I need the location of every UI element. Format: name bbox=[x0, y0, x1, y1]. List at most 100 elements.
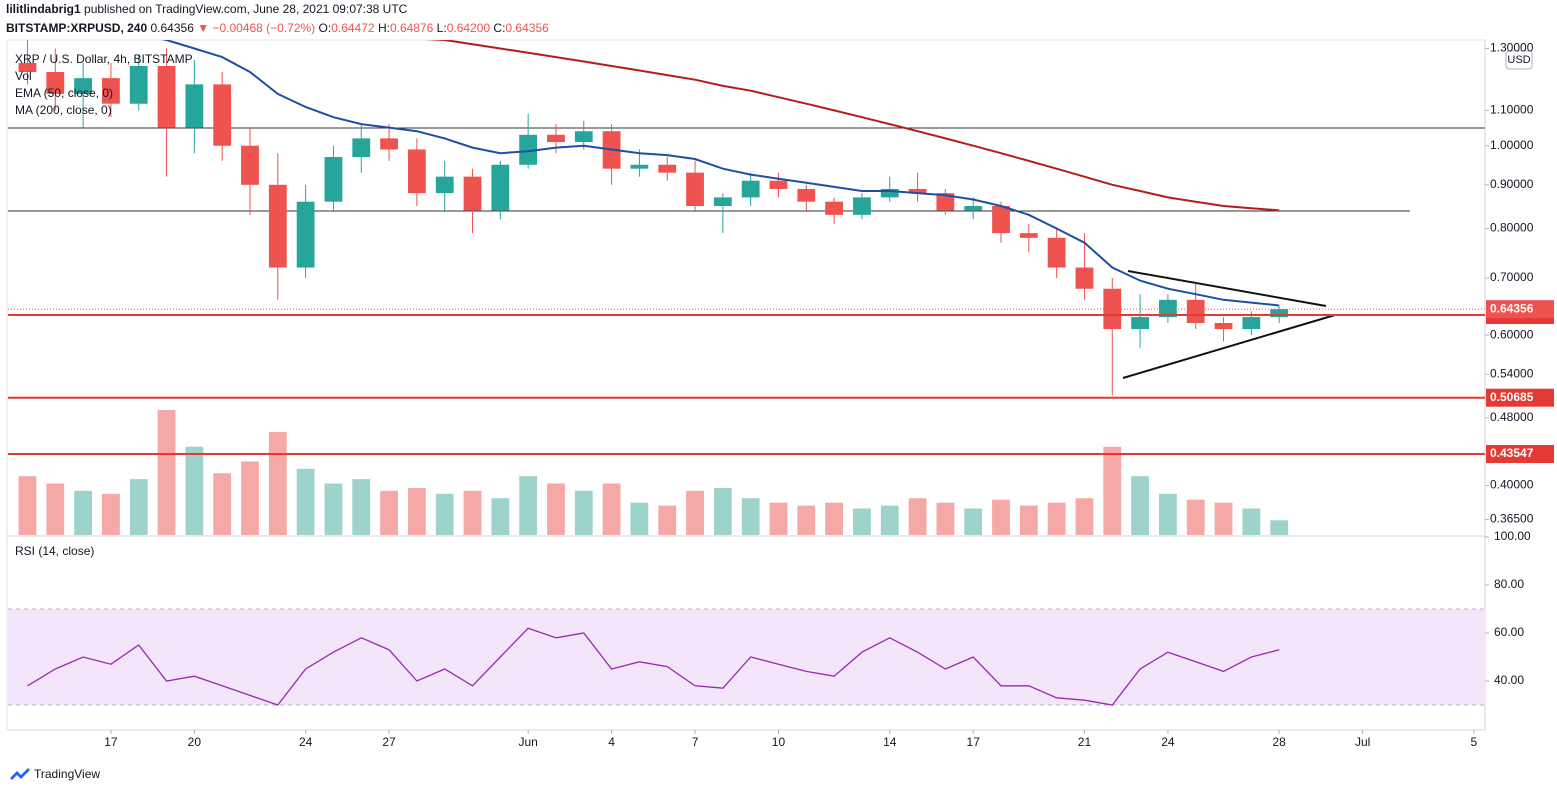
header-line: lilitlindabrig1 published on TradingView… bbox=[6, 2, 407, 16]
y-tick-label: 0.90000 bbox=[1490, 177, 1534, 191]
volume-bar bbox=[213, 473, 232, 535]
x-tick-label: 24 bbox=[1161, 735, 1175, 749]
level-label: 0.43547 bbox=[1490, 446, 1534, 460]
volume-bar bbox=[1131, 476, 1149, 535]
volume-bar bbox=[1047, 502, 1066, 535]
candle-body bbox=[741, 180, 760, 198]
level-box bbox=[1486, 388, 1554, 407]
y-tick-label: 0.48000 bbox=[1490, 410, 1534, 424]
x-tick-label: 7 bbox=[692, 735, 699, 749]
candle-body bbox=[296, 201, 315, 268]
change: ▼ −0.00468 (−0.72%) bbox=[197, 21, 316, 35]
candle-body bbox=[102, 78, 120, 104]
level-label: 0.63348 bbox=[1490, 307, 1534, 321]
triangle-upper-line bbox=[1127, 270, 1327, 307]
candle-body bbox=[1242, 317, 1261, 330]
candle-body bbox=[992, 206, 1010, 234]
level-box bbox=[1486, 306, 1554, 325]
volume-bar bbox=[268, 432, 287, 535]
candle-body bbox=[1075, 267, 1094, 289]
last-price-box bbox=[1486, 300, 1554, 319]
rsi-y-tick-label: 100.00 bbox=[1494, 529, 1531, 543]
volume-bar bbox=[74, 490, 93, 535]
y-tick-label: 0.36500 bbox=[1490, 512, 1534, 526]
footer-brand: TradingView bbox=[34, 767, 100, 781]
volume-bar bbox=[1214, 502, 1233, 535]
candle-body bbox=[825, 201, 844, 215]
volume-bar bbox=[547, 483, 565, 535]
volume-bar bbox=[46, 483, 65, 535]
legend-entry: XRP / U.S. Dollar, 4h, BITSTAMP bbox=[15, 52, 193, 66]
candle-body bbox=[324, 157, 343, 202]
volume-bar bbox=[463, 490, 482, 535]
candle-body bbox=[463, 176, 482, 211]
rsi-pane bbox=[8, 608, 1485, 706]
candle-body bbox=[352, 138, 371, 158]
level-label: 0.50685 bbox=[1490, 390, 1534, 404]
volume-bar bbox=[1159, 493, 1177, 535]
candle-body bbox=[18, 63, 37, 73]
candle-body bbox=[1047, 237, 1066, 268]
candle-body bbox=[936, 193, 955, 211]
y-tick-label: 0.40000 bbox=[1490, 478, 1534, 492]
volume-bar bbox=[324, 483, 343, 535]
candle-body bbox=[1103, 288, 1122, 330]
x-tick-label: 27 bbox=[382, 735, 396, 749]
rsi-y-tick-label: 80.00 bbox=[1494, 577, 1524, 591]
volume-bar bbox=[797, 505, 816, 535]
volume-bar bbox=[296, 468, 315, 535]
volume-bar bbox=[992, 499, 1010, 535]
volume-bar bbox=[18, 476, 37, 535]
candle-body bbox=[1159, 299, 1177, 318]
candle-body bbox=[602, 131, 621, 169]
volume-bar bbox=[602, 483, 621, 535]
volume-bar bbox=[769, 502, 788, 535]
volume-bar bbox=[853, 508, 871, 535]
y-tick-label: 1.10000 bbox=[1490, 103, 1534, 117]
legend-entry: MA (200, close, 0) bbox=[15, 103, 112, 117]
candle-body bbox=[213, 84, 232, 146]
candle-body bbox=[241, 145, 259, 185]
rsi-band bbox=[8, 609, 1485, 705]
candle-body bbox=[129, 65, 148, 104]
volume-bar bbox=[491, 498, 510, 535]
candle-body bbox=[574, 131, 593, 143]
volume-bar bbox=[102, 493, 120, 535]
candle-body bbox=[74, 78, 93, 94]
volume-bar bbox=[1242, 508, 1261, 535]
candle-body bbox=[1019, 233, 1038, 238]
ohlc-value: 0.64472 bbox=[331, 21, 375, 35]
volume-bar bbox=[157, 410, 176, 535]
candle-body bbox=[407, 149, 426, 194]
rsi-legend: RSI (14, close) bbox=[15, 544, 94, 558]
indicator-line bbox=[424, 40, 1280, 212]
volume-bar bbox=[908, 498, 927, 535]
candle-body bbox=[268, 184, 287, 268]
volume-bar bbox=[1270, 520, 1289, 535]
rsi-y-tick-label: 60.00 bbox=[1494, 625, 1524, 639]
volume-bar bbox=[574, 490, 593, 535]
volume-bar bbox=[686, 490, 704, 535]
rsi-line bbox=[27, 627, 1280, 706]
volume-bar bbox=[880, 505, 899, 535]
candle-body bbox=[185, 84, 204, 128]
ohlc-label: H: bbox=[377, 21, 390, 35]
ohlc-value: 0.64876 bbox=[389, 21, 434, 35]
y-tick-label: 0.80000 bbox=[1490, 221, 1534, 235]
author: lilitlindabrig1 bbox=[6, 2, 81, 16]
symbol-line: BITSTAMP:XRPUSD, 240 0.64356 ▼ −0.00468 … bbox=[6, 21, 552, 35]
candle-body bbox=[519, 134, 538, 165]
ohlc-label: C: bbox=[493, 21, 506, 35]
candle-body bbox=[1131, 317, 1149, 330]
ohlc-label: L: bbox=[436, 21, 447, 35]
legend-entry: EMA (50, close, 0) bbox=[15, 86, 113, 100]
volume-bar bbox=[825, 502, 844, 535]
volume-bar bbox=[407, 487, 426, 535]
x-tick-label: 5 bbox=[1471, 735, 1478, 749]
price-pane bbox=[18, 40, 1289, 535]
volume-bar bbox=[1075, 498, 1094, 535]
x-tick-label: 20 bbox=[188, 735, 202, 749]
x-tick-label: 21 bbox=[1078, 735, 1092, 749]
